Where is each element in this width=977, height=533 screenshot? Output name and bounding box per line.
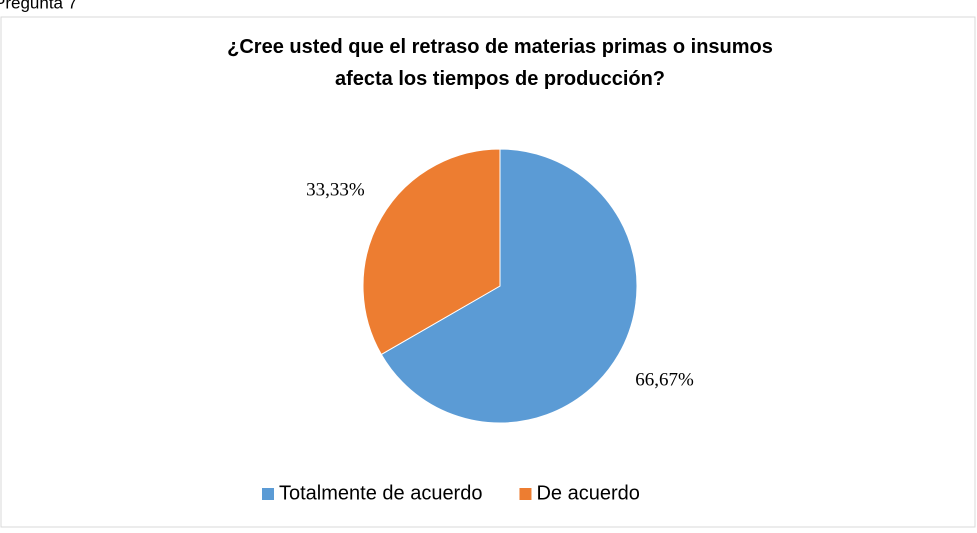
- legend-swatch: [519, 488, 532, 500]
- heading: Pregunta 7: [0, 0, 77, 12]
- data-label: 33,33%: [306, 179, 365, 200]
- pie-slice: [380, 148, 638, 424]
- pie-slice: [362, 148, 501, 356]
- legend-label: Totalmente de acuerdo: [279, 482, 482, 504]
- legend-label: De acuerdo: [536, 482, 639, 504]
- legend-swatch: [262, 488, 274, 500]
- chart-title: ¿Cree usted que el retraso de materias p…: [227, 36, 773, 90]
- data-label: 66,67%: [635, 369, 694, 390]
